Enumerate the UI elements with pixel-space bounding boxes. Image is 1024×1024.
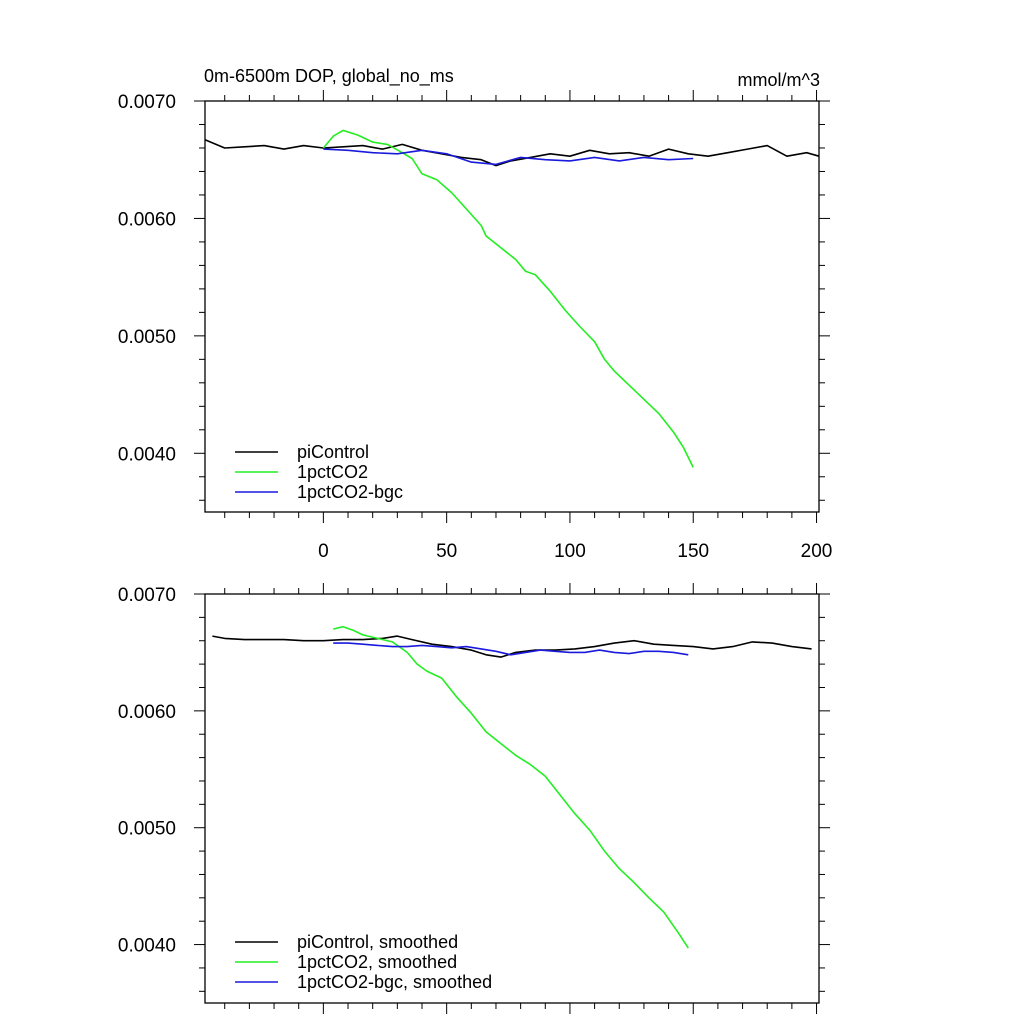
legend-label: piControl [297, 442, 369, 462]
x-tick-label: 150 [677, 541, 709, 562]
y-tick-label: 0.0070 [118, 585, 176, 606]
series-line-3 [323, 148, 694, 166]
x-tick-label: 50 [436, 541, 457, 562]
units-label: mmol/m^3 [738, 70, 820, 90]
bottom-panel: 0.0040 0.0050 0.0060 0.0070 piControl, smoot… [118, 583, 830, 1014]
top-panel: 0m-6500m DOP, global_no_ms mmol/m^3 0.00… [118, 66, 833, 562]
x-tick-label: 200 [801, 541, 833, 562]
y-tick-label: 0.0050 [118, 819, 176, 840]
legend-label: 1pctCO2-bgc [297, 482, 403, 502]
x-tick-label: 0 [318, 541, 329, 562]
chart-title: 0m-6500m DOP, global_no_ms [204, 66, 454, 87]
plot-frame [204, 593, 820, 1004]
series-line-1 [212, 635, 812, 658]
y-tick-label: 0.0060 [118, 702, 176, 723]
x-tick-label: 100 [554, 541, 586, 562]
legend-label: 1pctCO2-bgc, smoothed [297, 972, 492, 992]
series-line-2 [333, 625, 689, 949]
y-tick-label: 0.0060 [118, 209, 176, 230]
legend-label: 1pctCO2 [297, 462, 368, 482]
y-tick-label: 0.0040 [118, 936, 176, 957]
y-tick-label: 0.0070 [118, 92, 176, 113]
y-tick-label: 0.0050 [118, 327, 176, 348]
y-tick-label: 0.0040 [118, 444, 176, 465]
legend-label: 1pctCO2, smoothed [297, 952, 457, 972]
legend-label: piControl, smoothed [297, 932, 458, 952]
plot-frame [204, 100, 820, 513]
series-line-2 [322, 129, 694, 468]
series-line-3 [333, 642, 689, 656]
series-line-1 [204, 139, 820, 167]
